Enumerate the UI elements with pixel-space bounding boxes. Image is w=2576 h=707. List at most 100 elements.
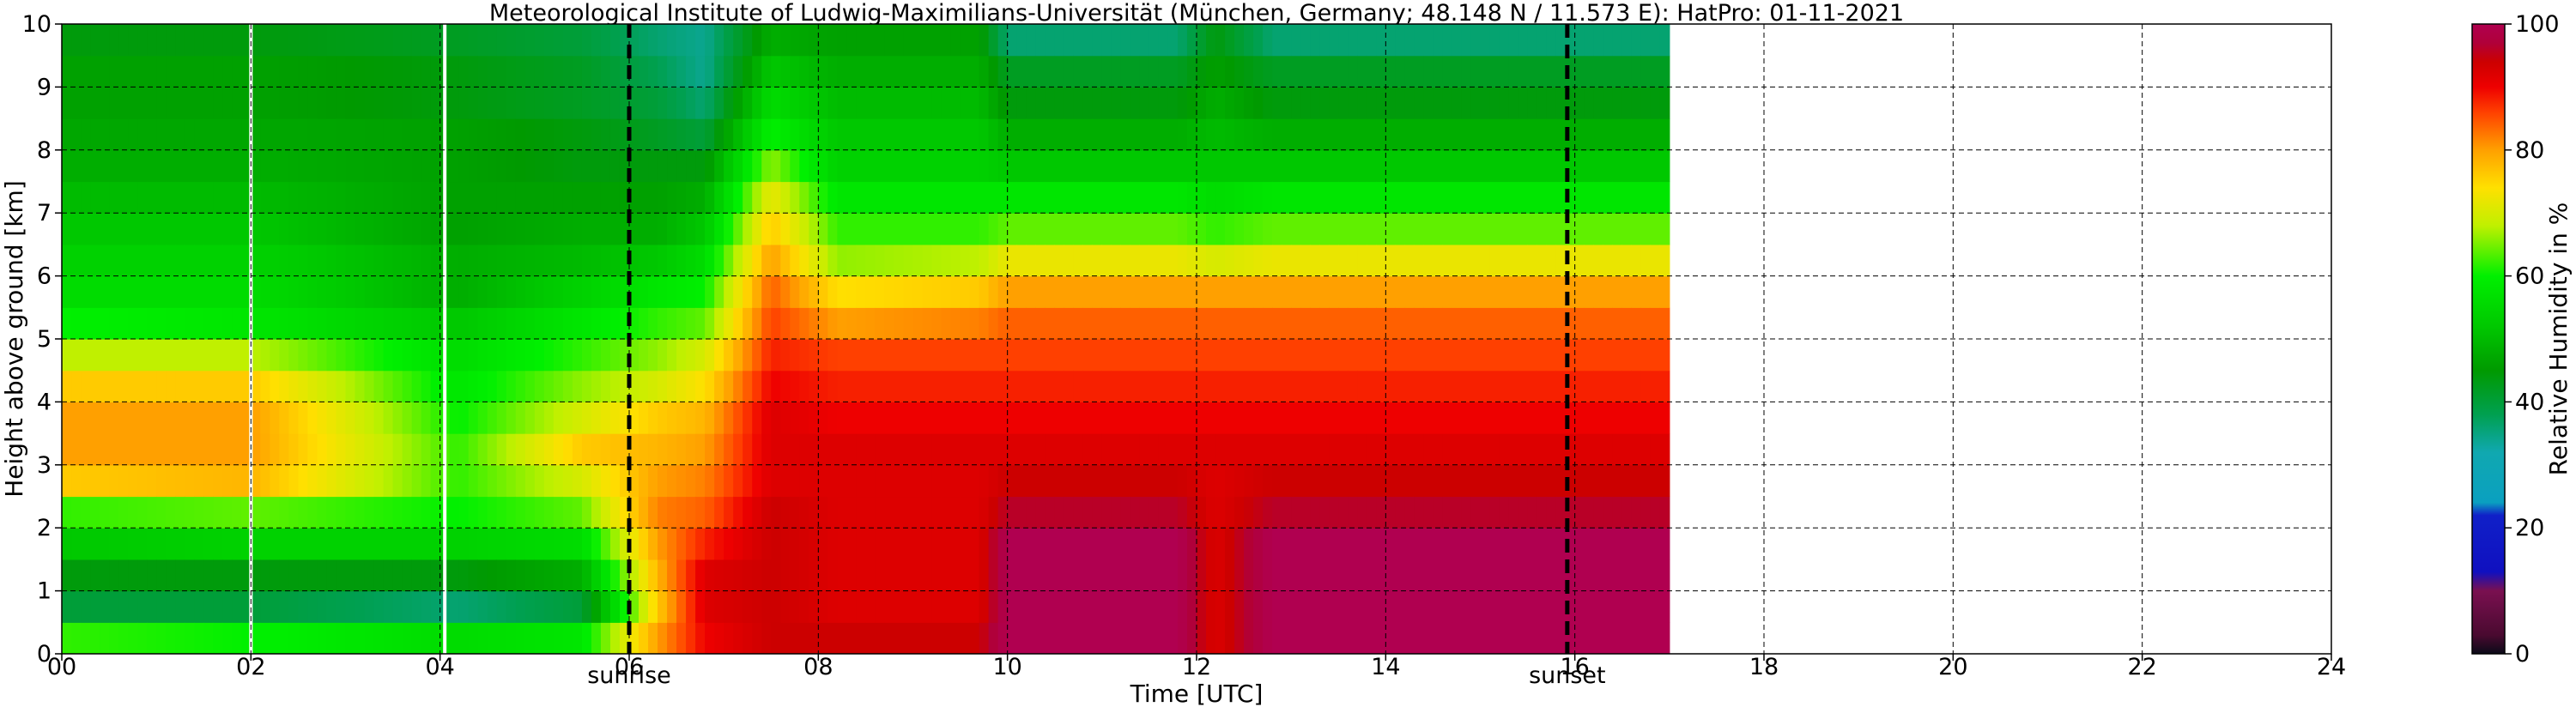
heatmap-cell xyxy=(147,339,157,371)
heatmap-cell xyxy=(1367,339,1377,371)
heatmap-cell xyxy=(1215,276,1226,308)
heatmap-cell xyxy=(856,276,866,308)
heatmap-cell xyxy=(1423,622,1433,654)
heatmap-cell xyxy=(478,591,488,623)
heatmap-cell xyxy=(469,497,479,529)
heatmap-cell xyxy=(1329,118,1339,150)
heatmap-cell xyxy=(667,213,677,245)
heatmap-cell xyxy=(827,150,838,182)
heatmap-cell xyxy=(1225,622,1235,654)
heatmap-cell xyxy=(1357,56,1367,88)
heatmap-cell xyxy=(1385,24,1396,56)
heatmap-cell xyxy=(1547,87,1557,118)
heatmap-cell xyxy=(884,591,894,623)
heatmap-cell xyxy=(1338,591,1349,623)
heatmap-cell xyxy=(1348,276,1358,308)
heatmap-cell xyxy=(203,213,214,245)
heatmap-cell xyxy=(554,245,564,276)
heatmap-cell xyxy=(875,622,885,654)
heatmap-cell xyxy=(478,118,488,150)
heatmap-cell xyxy=(90,497,100,529)
heatmap-cell xyxy=(412,497,422,529)
heatmap-cell xyxy=(1338,528,1349,559)
heatmap-cell xyxy=(1046,433,1056,465)
heatmap-cell xyxy=(62,339,72,371)
heatmap-cell xyxy=(1149,276,1160,308)
heatmap-cell xyxy=(913,182,924,214)
heatmap-cell xyxy=(573,528,583,559)
heatmap-cell xyxy=(1622,622,1633,654)
heatmap-cell xyxy=(1017,528,1027,559)
heatmap-cell xyxy=(459,622,470,654)
heatmap-cell xyxy=(450,622,460,654)
heatmap-cell xyxy=(421,118,432,150)
heatmap-cell xyxy=(686,24,696,56)
heatmap-cell xyxy=(1528,150,1538,182)
heatmap-cell xyxy=(1102,118,1112,150)
y-tick-label: 6 xyxy=(37,263,52,290)
heatmap-cell xyxy=(961,24,971,56)
heatmap-cell xyxy=(118,339,129,371)
heatmap-cell xyxy=(260,465,270,497)
heatmap-cell xyxy=(1121,182,1131,214)
heatmap-cell xyxy=(1140,213,1150,245)
heatmap-cell xyxy=(1083,182,1094,214)
heatmap-cell xyxy=(1585,433,1595,465)
heatmap-cell xyxy=(355,213,366,245)
heatmap-cell xyxy=(1282,497,1292,529)
heatmap-cell xyxy=(1348,245,1358,276)
heatmap-cell xyxy=(601,559,611,591)
heatmap-cell xyxy=(1244,150,1254,182)
heatmap-cell xyxy=(1452,307,1462,339)
heatmap-cell xyxy=(610,465,621,497)
heatmap-cell xyxy=(1253,339,1264,371)
heatmap-cell xyxy=(733,56,743,88)
heatmap-cell xyxy=(365,307,375,339)
heatmap-cell xyxy=(307,182,318,214)
heatmap-cell xyxy=(1300,339,1311,371)
heatmap-cell xyxy=(1074,307,1084,339)
heatmap-cell xyxy=(884,276,894,308)
heatmap-cell xyxy=(1159,24,1169,56)
heatmap-cell xyxy=(903,307,913,339)
heatmap-cell xyxy=(648,591,658,623)
heatmap-cell xyxy=(1168,24,1179,56)
heatmap-cell xyxy=(393,402,403,433)
heatmap-cell xyxy=(175,528,185,559)
heatmap-cell xyxy=(1603,622,1614,654)
heatmap-cell xyxy=(1074,339,1084,371)
heatmap-cell xyxy=(478,150,488,182)
heatmap-cell xyxy=(733,182,743,214)
heatmap-cell xyxy=(1452,402,1462,433)
colorbar-tick-label: 80 xyxy=(2515,137,2544,164)
heatmap-cell xyxy=(809,497,819,529)
heatmap-cell xyxy=(667,433,677,465)
heatmap-cell xyxy=(118,245,129,276)
heatmap-cell xyxy=(1367,497,1377,529)
heatmap-cell xyxy=(846,433,857,465)
heatmap-cell xyxy=(403,622,413,654)
heatmap-cell xyxy=(128,307,138,339)
heatmap-cell xyxy=(998,465,1009,497)
heatmap-cell xyxy=(1509,622,1519,654)
heatmap-cell xyxy=(1452,528,1462,559)
heatmap-cell xyxy=(421,528,432,559)
heatmap-cell xyxy=(1537,528,1548,559)
heatmap-cell xyxy=(573,307,583,339)
heatmap-cell xyxy=(1272,591,1282,623)
heatmap-cell xyxy=(639,276,649,308)
heatmap-cell xyxy=(1518,559,1529,591)
heatmap-cell xyxy=(1481,622,1491,654)
heatmap-cell xyxy=(1641,276,1652,308)
heatmap-cell xyxy=(175,24,185,56)
heatmap-cell xyxy=(384,307,394,339)
heatmap-cell xyxy=(1404,182,1415,214)
heatmap-cell xyxy=(865,591,876,623)
heatmap-cell xyxy=(1093,24,1103,56)
heatmap-cell xyxy=(1622,591,1633,623)
heatmap-cell xyxy=(185,56,195,88)
heatmap-cell xyxy=(1112,307,1122,339)
heatmap-cell xyxy=(1528,182,1538,214)
heatmap-cell xyxy=(516,276,526,308)
heatmap-cell xyxy=(1660,559,1670,591)
